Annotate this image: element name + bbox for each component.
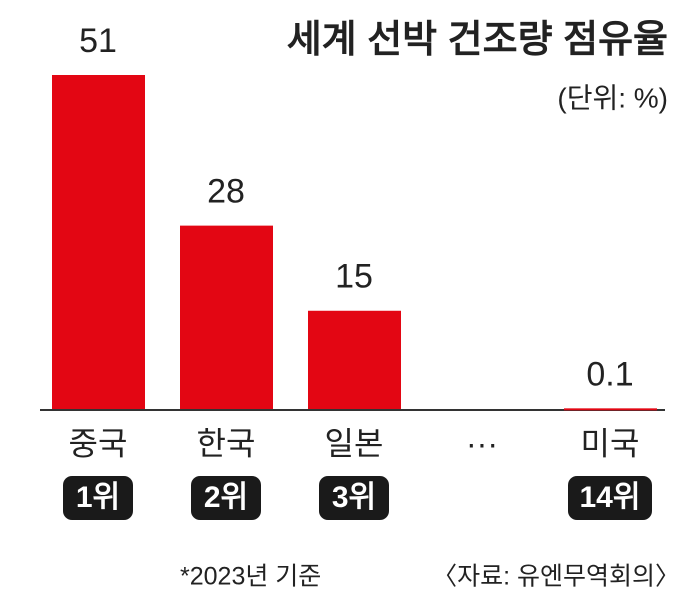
note: *2023년 기준 bbox=[180, 563, 321, 591]
chart-subtitle: (단위: %) bbox=[557, 82, 668, 113]
rank-badge bbox=[568, 476, 652, 520]
value-label: 15 bbox=[335, 258, 373, 296]
x-tick-label: 중국 bbox=[69, 425, 128, 461]
x-tick-label: 한국 bbox=[197, 425, 256, 461]
rank-label: 2위 bbox=[204, 481, 248, 514]
rank-label: 14위 bbox=[580, 481, 641, 514]
bar bbox=[308, 310, 401, 409]
rank-label: 3위 bbox=[332, 481, 376, 514]
value-label: 28 bbox=[207, 173, 245, 211]
value-label: 51 bbox=[79, 22, 117, 60]
value-label: 0.1 bbox=[586, 355, 633, 393]
x-tick-label: 일본 bbox=[325, 425, 384, 461]
bar bbox=[564, 408, 657, 411]
rank-badge bbox=[191, 476, 261, 520]
rank-badge bbox=[63, 476, 133, 520]
x-tick-label: 미국 bbox=[581, 425, 640, 461]
bar bbox=[180, 225, 273, 409]
bar bbox=[52, 75, 145, 409]
chart-title: 세계 선박 건조량 점유율 bbox=[287, 19, 668, 61]
x-tick-label: ··· bbox=[466, 425, 498, 461]
rank-label: 1위 bbox=[76, 481, 120, 514]
source: 〈자료: 유엔무역회의〉 bbox=[432, 563, 680, 591]
rank-badge bbox=[319, 476, 389, 520]
